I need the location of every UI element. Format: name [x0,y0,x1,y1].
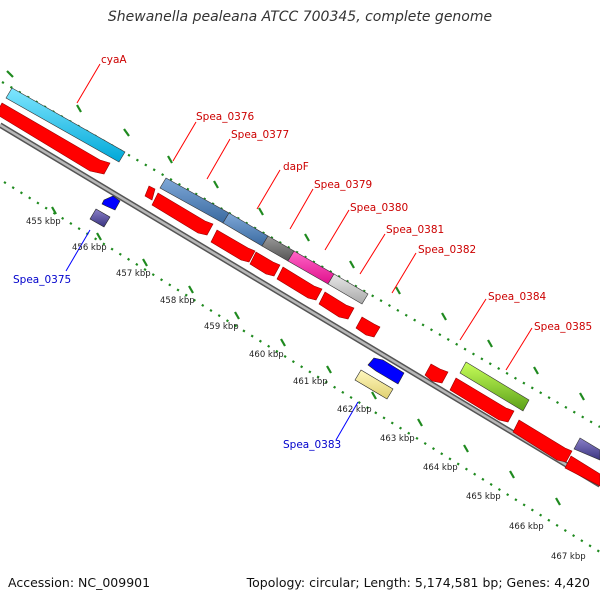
forward-gene-labels: cyaA Spea_0376 Spea_0377 dapF Spea_0379 … [76,54,592,371]
kbp-label: 455 kbp [26,217,61,227]
cds-arrow[interactable] [355,316,381,338]
cds-arrow-reverse[interactable] [101,195,121,211]
cds-arrow[interactable] [151,192,214,236]
gene-label-dapF[interactable]: dapF [283,161,309,173]
gene-label-spea-0377[interactable]: Spea_0377 [231,129,289,141]
gene-label-spea-0376[interactable]: Spea_0376 [196,111,255,123]
gene-label-spea-0375[interactable]: Spea_0375 [13,274,71,286]
accession-text: Accession: NC_009901 [8,575,151,590]
cds-arrow-reverse[interactable] [367,357,405,385]
map-title: Shewanella pealeana ATCC 700345, complet… [107,9,493,25]
gene-label-spea-0385[interactable]: Spea_0385 [534,321,592,333]
gene-label-spea-0384[interactable]: Spea_0384 [488,291,547,303]
kbp-label: 458 kbp [160,296,195,306]
cds-arrow[interactable] [210,229,256,263]
gene-block-spea-0386[interactable] [573,437,600,461]
gene-label-spea-0380[interactable]: Spea_0380 [350,202,408,214]
kbp-label: 464 kbp [423,463,458,473]
gene-label-cyaA[interactable]: cyaA [101,54,127,66]
gene-label-spea-0382[interactable]: Spea_0382 [418,244,476,256]
kbp-label: 461 kbp [293,377,328,387]
kbp-label: 467 kbp [551,552,586,562]
forward-cds-arrows [0,102,600,487]
cds-arrow[interactable] [0,102,111,175]
gene-block-spea-0375[interactable] [89,208,111,228]
gene-block-spea-0383[interactable] [354,369,394,400]
gene-label-spea-0383[interactable]: Spea_0383 [283,439,341,451]
gene-block-spea-0380[interactable] [327,273,369,305]
cds-arrow[interactable] [144,185,156,201]
kbp-label: 459 kbp [204,322,239,332]
gene-block-dapF[interactable] [261,235,295,262]
gene-label-spea-0381[interactable]: Spea_0381 [386,224,444,236]
topology-text: Topology: circular; Length: 5,174,581 bp… [246,575,590,590]
reverse-gene-blocks [89,195,405,400]
cds-arrow[interactable] [424,363,449,384]
kbp-label: 462 kbp [337,405,372,415]
kbp-label: 466 kbp [509,522,544,532]
kbp-label: 460 kbp [249,350,284,360]
cds-arrow[interactable] [249,251,281,277]
genome-backbone [0,122,600,488]
gene-block-cyaA[interactable] [5,87,126,163]
cds-arrow[interactable] [449,377,515,423]
kbp-label: 465 kbp [466,492,501,502]
kbp-label: 463 kbp [380,434,415,444]
inner-tick-ring [3,181,600,553]
cds-arrow[interactable] [512,419,573,463]
gene-block-spea-0385[interactable] [459,361,530,412]
outer-tick-ring [1,70,600,428]
gene-label-spea-0379[interactable]: Spea_0379 [314,179,372,191]
reverse-gene-labels: Spea_0375 Spea_0383 [13,229,359,451]
cds-arrow[interactable] [276,266,323,301]
cds-arrow[interactable] [318,291,355,320]
kbp-label: 456 kbp [72,243,107,253]
kbp-labels: 455 kbp 456 kbp 457 kbp 458 kbp 459 kbp … [26,217,586,562]
kbp-label: 457 kbp [116,269,151,279]
cds-arrow[interactable] [564,455,600,487]
forward-gene-blocks [5,87,600,461]
